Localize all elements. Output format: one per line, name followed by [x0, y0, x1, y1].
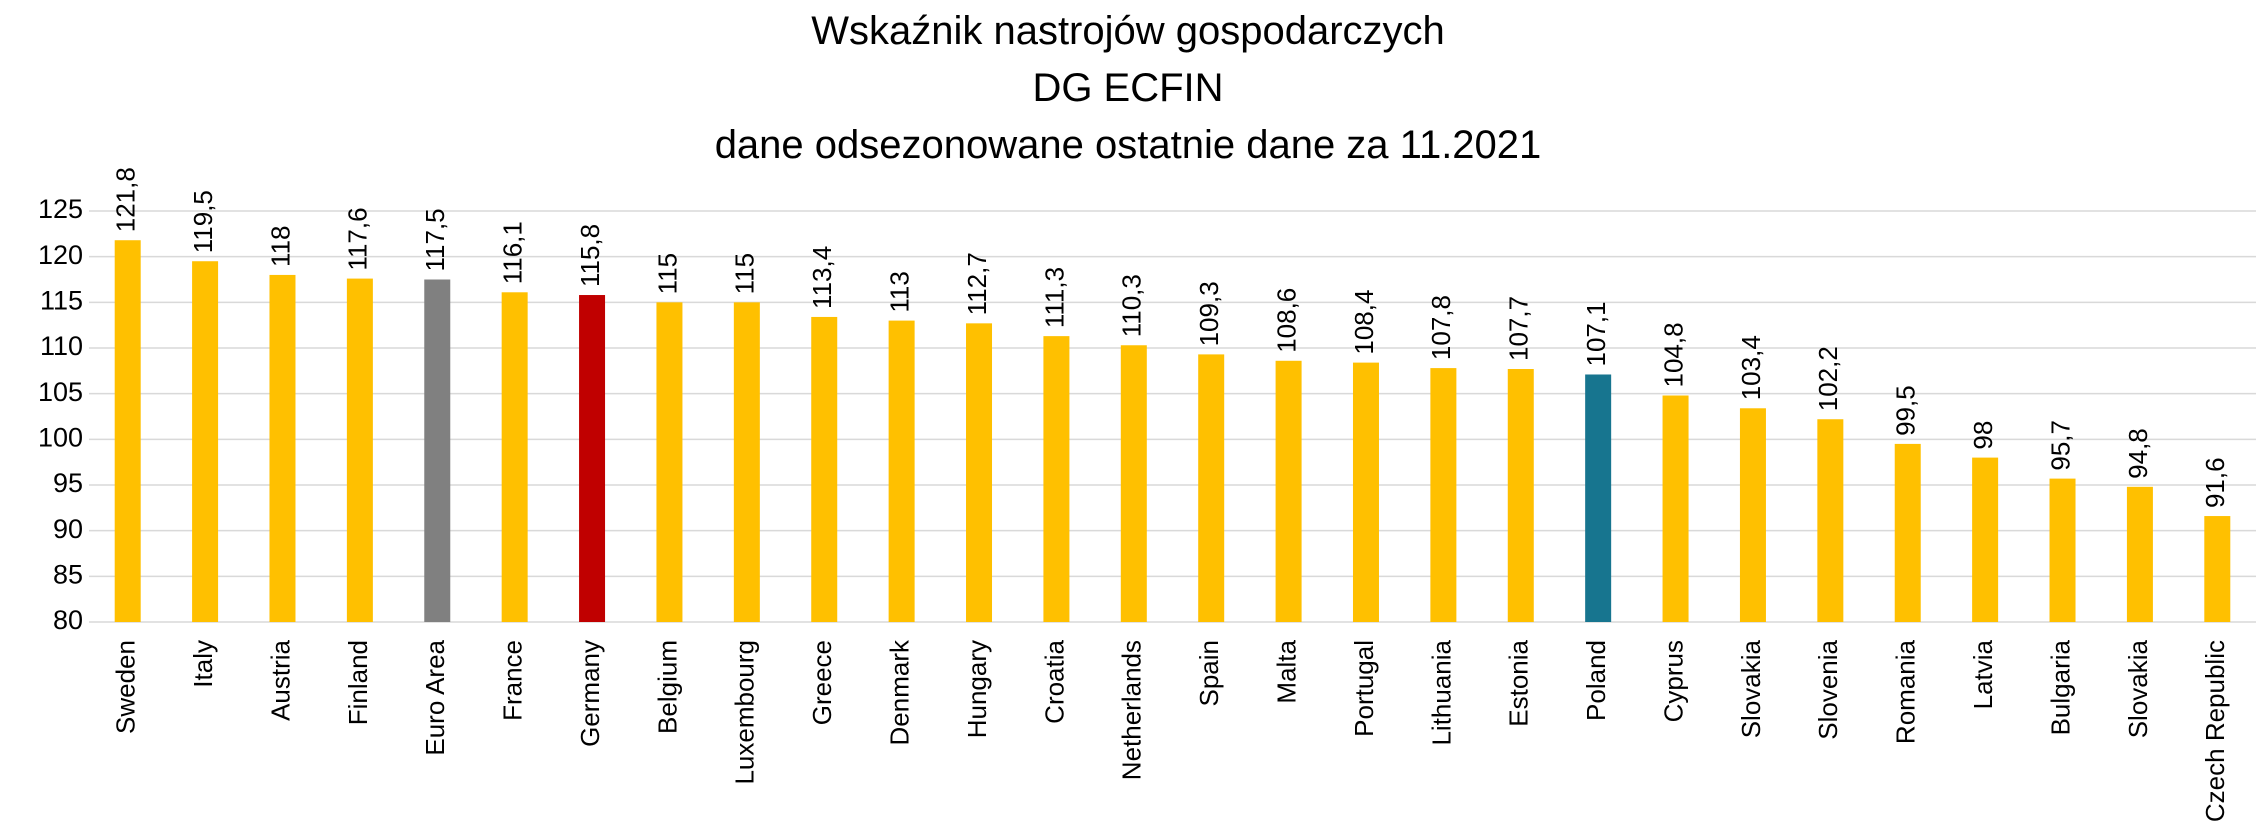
value-label: 99,5	[1891, 385, 1921, 436]
x-tick-label: Germany	[575, 640, 605, 747]
value-label: 112,7	[962, 252, 992, 315]
x-tick-label: Finland	[343, 640, 373, 725]
bar	[1275, 360, 1302, 622]
bar	[811, 316, 838, 622]
x-tick-label: Italy	[188, 640, 218, 688]
y-tick-label: 120	[38, 240, 83, 270]
bar	[501, 292, 528, 622]
value-label: 107,8	[1426, 295, 1456, 360]
value-label: 115	[730, 253, 760, 294]
y-tick-label: 80	[53, 605, 83, 635]
x-tick-label: Euro Area	[420, 639, 450, 755]
y-tick-label: 115	[40, 285, 83, 315]
x-tick-label: Spain	[1194, 640, 1224, 707]
x-tick-label: Greece	[807, 640, 837, 725]
value-label: 102,2	[1813, 346, 1843, 411]
y-tick-label: 100	[38, 422, 83, 452]
value-label: 104,8	[1658, 322, 1688, 387]
bar	[2204, 516, 2231, 622]
bar	[1043, 336, 1070, 622]
y-tick-label: 105	[38, 377, 83, 407]
value-label: 109,3	[1194, 281, 1224, 346]
x-tick-label: Netherlands	[1117, 640, 1147, 780]
value-label: 115,8	[575, 224, 605, 287]
x-tick-label: Austria	[265, 639, 295, 720]
bar	[656, 302, 683, 622]
value-label: 108,4	[1349, 290, 1379, 355]
x-tick-label: Luxembourg	[730, 640, 760, 785]
value-label: 111,3	[1039, 267, 1069, 328]
value-label: 115	[652, 253, 682, 294]
value-label: 91,6	[2200, 457, 2230, 508]
bar	[1198, 354, 1225, 622]
bar	[733, 302, 760, 622]
bar	[1739, 408, 1766, 622]
x-tick-label: Portugal	[1349, 640, 1379, 737]
bar	[192, 261, 219, 622]
bar	[1430, 368, 1457, 622]
y-tick-label: 125	[38, 194, 83, 224]
bar	[114, 240, 141, 622]
x-tick-label: Slovakia	[1736, 639, 1766, 738]
bar	[1352, 362, 1379, 622]
value-label: 95,7	[2045, 420, 2075, 471]
x-tick-label: Cyprus	[1658, 640, 1688, 722]
bar	[888, 320, 915, 622]
chart-title: dane odsezonowane ostatnie dane za 11.20…	[715, 123, 1542, 167]
x-tick-label: Hungary	[962, 640, 992, 738]
value-label: 98	[1968, 421, 1998, 450]
value-label: 113,4	[807, 246, 837, 309]
bar	[346, 278, 373, 622]
bar	[424, 279, 451, 622]
x-tick-label: Sweden	[111, 640, 141, 734]
bar	[1662, 395, 1689, 622]
x-tick-label: France	[498, 640, 528, 721]
value-label: 107,1	[1581, 301, 1611, 366]
y-tick-label: 110	[40, 331, 83, 361]
x-tick-label: Lithuania	[1426, 639, 1456, 745]
y-tick-label: 90	[53, 514, 83, 544]
bar	[269, 274, 296, 622]
value-label: 107,7	[1504, 296, 1534, 361]
value-label: 117,5	[420, 208, 450, 271]
chart-title: DG ECFIN	[1032, 66, 1223, 110]
value-label: 119,5	[188, 190, 218, 253]
value-label: 121,8	[111, 167, 141, 232]
bar	[1585, 374, 1612, 622]
value-label: 94,8	[2123, 428, 2153, 479]
bar	[1120, 345, 1147, 622]
value-label: 113	[885, 271, 915, 312]
x-tick-label: Slovakia	[2123, 639, 2153, 738]
value-label: 110,3	[1117, 274, 1147, 337]
x-tick-label: Slovenia	[1813, 639, 1843, 739]
x-tick-label: Czech Republic	[2200, 640, 2230, 822]
x-tick-label: Malta	[1271, 639, 1301, 703]
chart-title: Wskaźnik nastrojów gospodarczych	[811, 9, 1445, 53]
value-label: 117,6	[343, 207, 373, 270]
bar	[1972, 457, 1999, 622]
x-tick-label: Romania	[1891, 639, 1921, 744]
bar	[1817, 419, 1844, 622]
x-tick-label: Belgium	[652, 640, 682, 734]
x-tick-label: Denmark	[885, 639, 915, 745]
x-tick-label: Croatia	[1039, 639, 1069, 723]
y-tick-label: 95	[53, 468, 83, 498]
x-tick-label: Estonia	[1504, 639, 1534, 726]
y-tick-label: 85	[53, 559, 83, 589]
bar	[579, 295, 606, 622]
bar	[2049, 478, 2076, 622]
bar	[966, 323, 993, 622]
bar	[1894, 443, 1921, 622]
value-label: 116,1	[498, 221, 528, 284]
x-tick-label: Bulgaria	[2045, 639, 2075, 735]
bar	[1507, 369, 1534, 622]
x-tick-label: Poland	[1581, 640, 1611, 721]
value-label: 103,4	[1736, 335, 1766, 400]
value-label: 108,6	[1271, 288, 1301, 353]
bar	[2126, 486, 2153, 622]
x-tick-label: Latvia	[1968, 639, 1998, 709]
value-label: 118	[265, 225, 295, 266]
